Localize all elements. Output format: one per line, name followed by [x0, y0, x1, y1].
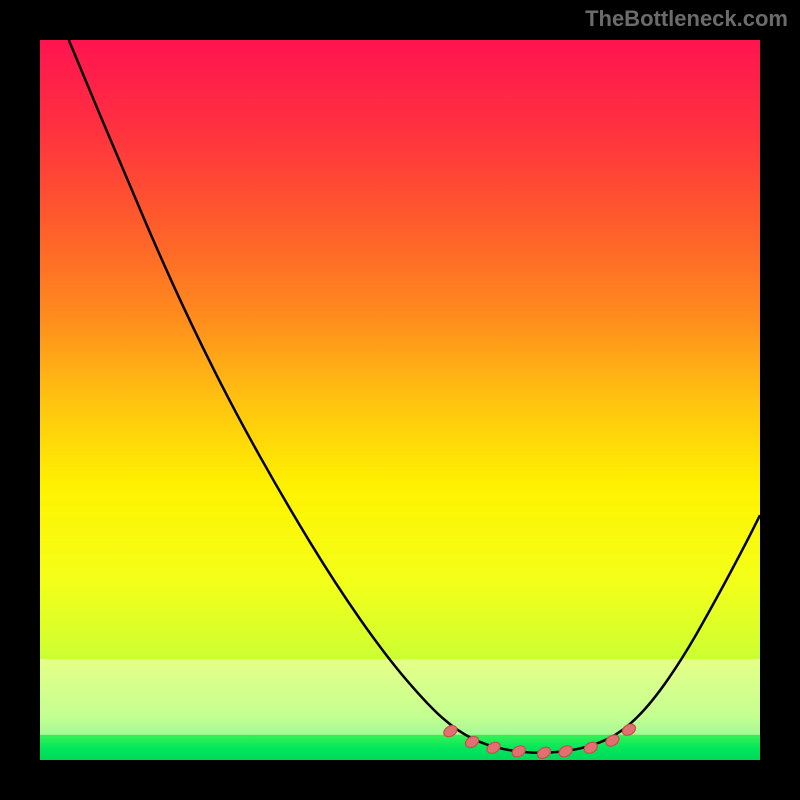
plot-gradient-background [40, 40, 760, 760]
chart-container: TheBottleneck.com [0, 0, 800, 800]
bottleneck-chart [0, 0, 800, 800]
watermark-label: TheBottleneck.com [585, 6, 788, 32]
